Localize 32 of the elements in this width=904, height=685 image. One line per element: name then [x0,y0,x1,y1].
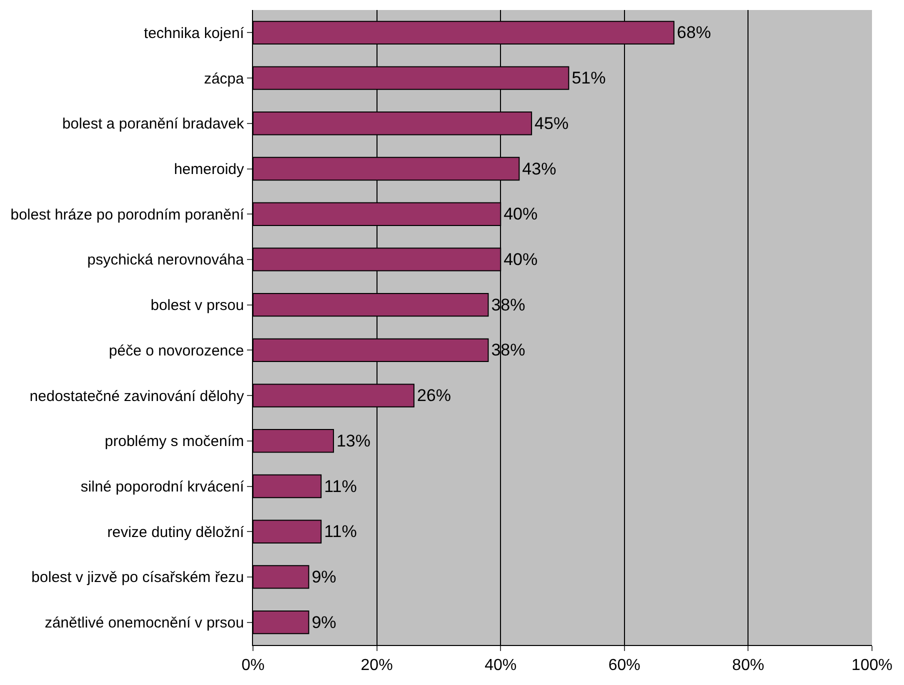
data-label: 45% [534,114,569,133]
y-tick-label: problémy s močením [104,433,244,450]
y-tick-label: péče o novorozence [108,342,244,360]
x-tick-label: 80% [732,657,764,674]
data-label: 68% [676,23,711,42]
y-tick-label: psychická nerovnováha [87,252,245,269]
y-tick-label: bolest v prsou [150,297,244,314]
x-tick-label: 60% [608,657,640,674]
data-label: 26% [416,386,451,406]
data-label: 13% [336,431,370,450]
y-tick-label: nedostatečné zavinování dělohy [30,388,244,405]
x-tick-label: 0% [241,657,265,674]
y-tick-label: zácpa [204,70,245,88]
y-tick-label: technika kojení [144,24,245,42]
y-tick-label: bolest v jizvě po císařském řezu [31,569,244,586]
data-label: 43% [522,159,556,178]
data-label: 11% [324,522,357,542]
y-tick-label: hemeroidy [174,161,244,178]
x-tick-label: 20% [360,657,393,674]
y-tick-label: revize dutiny děložní [107,524,245,541]
data-label: 40% [504,250,538,269]
data-label: 40% [504,204,538,224]
data-label: 9% [312,567,336,586]
x-tick-label: 100% [852,657,892,674]
y-tick-label: bolest a poranění bradavek [62,116,244,133]
y-tick-label: zánětlivé onemocnění v prsou [44,614,244,632]
x-tick-label: 40% [484,657,517,674]
y-tick-label: bolest hráze po porodním poranění [10,206,245,224]
data-label: 51% [572,68,606,88]
y-tick-label: silné poporodní krvácení [80,478,245,496]
data-label: 11% [324,476,357,496]
data-label: 9% [312,612,336,632]
